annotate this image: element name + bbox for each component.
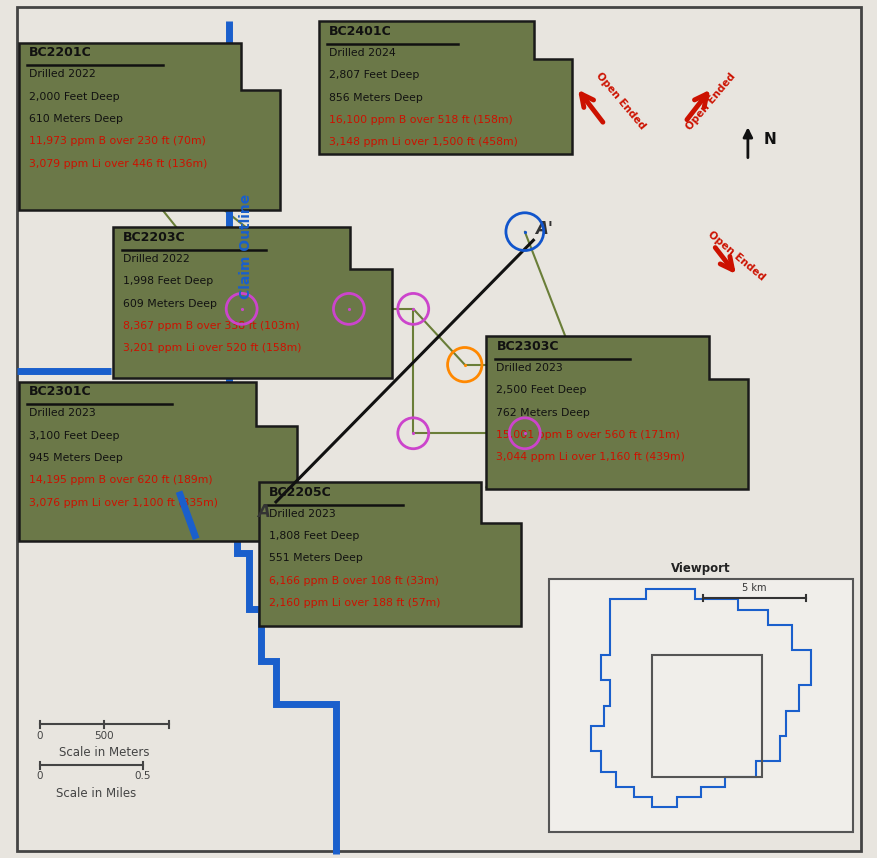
Text: BC2203C: BC2203C bbox=[123, 231, 186, 244]
Text: 2,160 ppm Li over 188 ft (57m): 2,160 ppm Li over 188 ft (57m) bbox=[269, 598, 440, 608]
Bar bbox=[652, 656, 761, 776]
Polygon shape bbox=[259, 482, 520, 626]
Text: 856 Meters Deep: 856 Meters Deep bbox=[329, 93, 423, 103]
Text: 11,973 ppm B over 230 ft (70m): 11,973 ppm B over 230 ft (70m) bbox=[29, 136, 205, 147]
Text: 2,000 Feet Deep: 2,000 Feet Deep bbox=[29, 92, 119, 102]
Text: 762 Meters Deep: 762 Meters Deep bbox=[496, 408, 589, 418]
Text: 551 Meters Deep: 551 Meters Deep bbox=[269, 553, 362, 564]
Text: BC2301C: BC2301C bbox=[29, 385, 91, 398]
Text: Open Ended: Open Ended bbox=[683, 71, 737, 131]
Text: Drilled 2023: Drilled 2023 bbox=[496, 363, 562, 373]
Text: 14,195 ppm B over 620 ft (189m): 14,195 ppm B over 620 ft (189m) bbox=[29, 475, 212, 486]
Bar bbox=[548, 579, 852, 832]
Text: 0: 0 bbox=[37, 771, 43, 782]
Text: N: N bbox=[762, 132, 775, 148]
Text: 3,148 ppm Li over 1,500 ft (458m): 3,148 ppm Li over 1,500 ft (458m) bbox=[329, 137, 517, 148]
Text: Scale in Miles: Scale in Miles bbox=[55, 787, 136, 800]
Text: Open Ended: Open Ended bbox=[594, 71, 647, 131]
Text: 3,100 Feet Deep: 3,100 Feet Deep bbox=[29, 431, 119, 441]
Text: 3,044 ppm Li over 1,160 ft (439m): 3,044 ppm Li over 1,160 ft (439m) bbox=[496, 452, 685, 462]
Polygon shape bbox=[18, 43, 280, 210]
Text: BC2201C: BC2201C bbox=[29, 46, 91, 59]
Text: 945 Meters Deep: 945 Meters Deep bbox=[29, 453, 123, 463]
Text: 1,808 Feet Deep: 1,808 Feet Deep bbox=[269, 531, 359, 541]
Text: 1,998 Feet Deep: 1,998 Feet Deep bbox=[123, 276, 213, 287]
Text: Scale in Meters: Scale in Meters bbox=[59, 746, 149, 758]
Text: 16,100 ppm B over 518 ft (158m): 16,100 ppm B over 518 ft (158m) bbox=[329, 115, 512, 125]
Text: 0.5: 0.5 bbox=[134, 771, 151, 782]
Polygon shape bbox=[18, 382, 297, 541]
Text: 2,500 Feet Deep: 2,500 Feet Deep bbox=[496, 385, 587, 396]
Text: 3,079 ppm Li over 446 ft (136m): 3,079 ppm Li over 446 ft (136m) bbox=[29, 159, 207, 169]
Text: 500: 500 bbox=[95, 731, 114, 741]
Text: A': A' bbox=[535, 221, 553, 238]
Text: 0: 0 bbox=[37, 731, 43, 741]
Text: BC2205C: BC2205C bbox=[269, 486, 332, 498]
Text: Claim Outline: Claim Outline bbox=[239, 194, 253, 299]
Text: Drilled 2023: Drilled 2023 bbox=[269, 509, 336, 519]
Text: Viewport: Viewport bbox=[671, 562, 730, 575]
Text: 15,001 ppm B over 560 ft (171m): 15,001 ppm B over 560 ft (171m) bbox=[496, 430, 680, 440]
Text: 2,807 Feet Deep: 2,807 Feet Deep bbox=[329, 70, 419, 81]
Text: A: A bbox=[256, 504, 269, 521]
Polygon shape bbox=[113, 227, 391, 378]
Polygon shape bbox=[486, 336, 747, 489]
Text: 610 Meters Deep: 610 Meters Deep bbox=[29, 114, 123, 124]
Text: Drilled 2024: Drilled 2024 bbox=[329, 48, 396, 58]
Text: 609 Meters Deep: 609 Meters Deep bbox=[123, 299, 217, 309]
Text: 8,367 ppm B over 338 ft (103m): 8,367 ppm B over 338 ft (103m) bbox=[123, 321, 300, 331]
Text: BC2401C: BC2401C bbox=[329, 25, 391, 38]
Text: BC2303C: BC2303C bbox=[496, 340, 559, 353]
Text: 3,201 ppm Li over 520 ft (158m): 3,201 ppm Li over 520 ft (158m) bbox=[123, 343, 302, 353]
Text: Drilled 2022: Drilled 2022 bbox=[123, 254, 189, 264]
Text: 3,076 ppm Li over 1,100 ft (335m): 3,076 ppm Li over 1,100 ft (335m) bbox=[29, 498, 217, 508]
Text: Drilled 2022: Drilled 2022 bbox=[29, 69, 96, 80]
Text: 6,166 ppm B over 108 ft (33m): 6,166 ppm B over 108 ft (33m) bbox=[269, 576, 438, 586]
Text: Drilled 2023: Drilled 2023 bbox=[29, 408, 96, 419]
Text: Open Ended: Open Ended bbox=[705, 229, 766, 282]
Polygon shape bbox=[318, 21, 571, 154]
Text: 5 km: 5 km bbox=[742, 583, 766, 593]
